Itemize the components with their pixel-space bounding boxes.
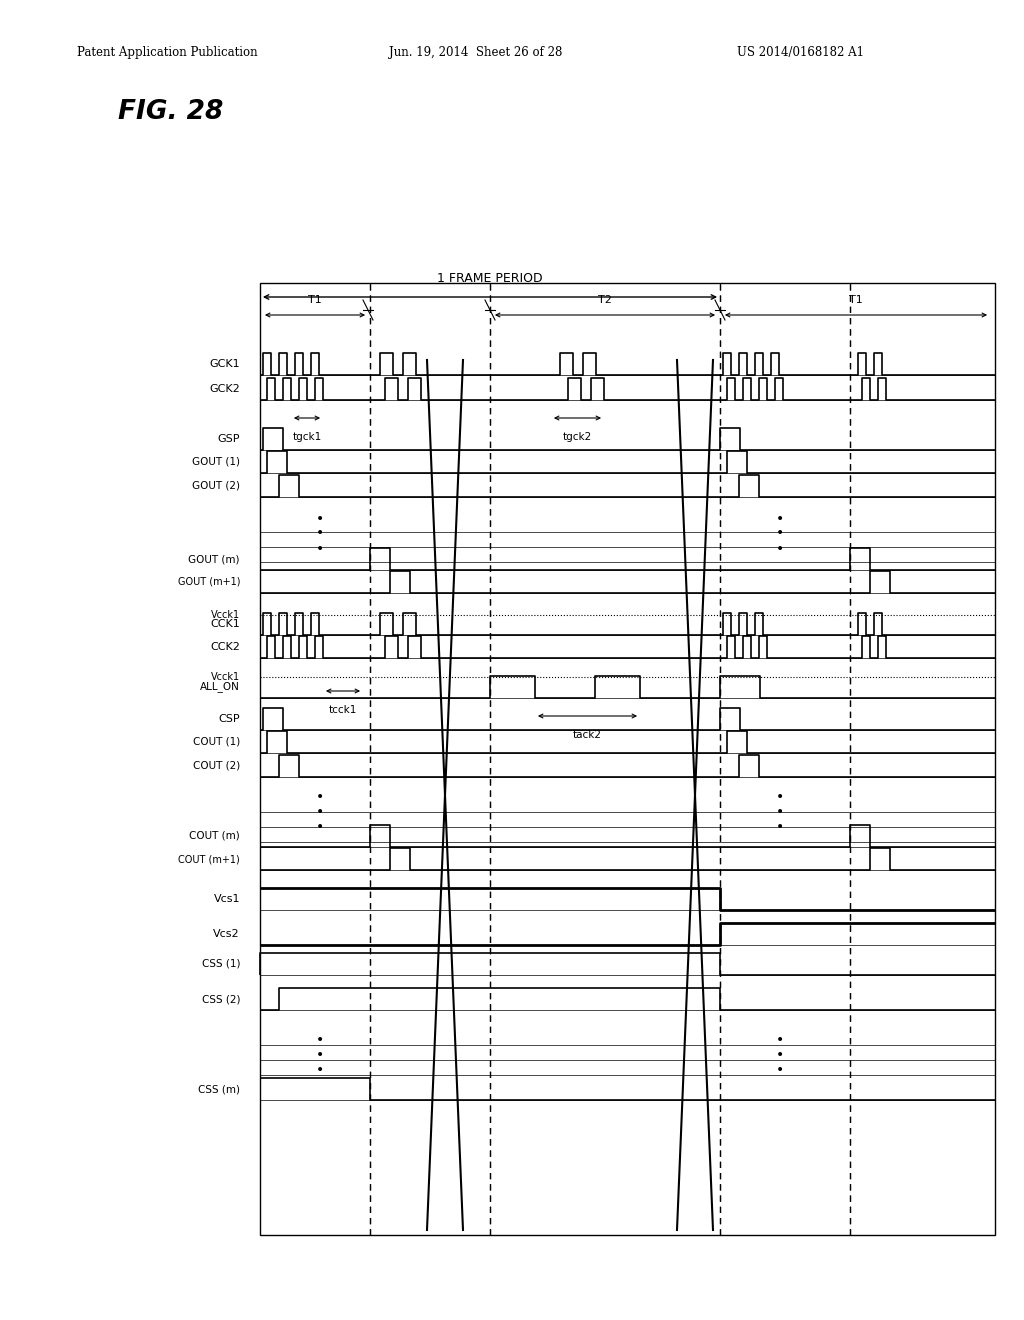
Text: 1 FRAME PERIOD: 1 FRAME PERIOD (437, 272, 543, 285)
Text: •: • (315, 511, 325, 525)
Text: •: • (315, 527, 325, 540)
Text: CSS (1): CSS (1) (202, 960, 240, 969)
Text: •: • (776, 789, 784, 804)
Text: Vcs2: Vcs2 (213, 929, 240, 939)
Text: T2: T2 (598, 294, 612, 305)
Bar (260, 282, 995, 1236)
Text: •: • (315, 1048, 325, 1063)
Text: tgck1: tgck1 (293, 432, 322, 442)
Text: Vcck1: Vcck1 (211, 610, 240, 620)
Text: Vcs1: Vcs1 (213, 894, 240, 904)
Text: •: • (315, 820, 325, 834)
Text: T1: T1 (849, 294, 863, 305)
Text: GCK1: GCK1 (209, 359, 240, 370)
Text: •: • (776, 805, 784, 818)
Text: CSP: CSP (218, 714, 240, 723)
Text: Patent Application Publication: Patent Application Publication (77, 46, 257, 59)
Text: GOUT (m): GOUT (m) (188, 554, 240, 564)
Text: •: • (315, 1034, 325, 1047)
Text: •: • (776, 511, 784, 525)
Text: •: • (315, 541, 325, 556)
Text: COUT (2): COUT (2) (193, 762, 240, 771)
Text: GCK2: GCK2 (209, 384, 240, 393)
Text: •: • (315, 789, 325, 804)
Text: FIG. 28: FIG. 28 (118, 99, 223, 125)
Text: COUT (1): COUT (1) (193, 737, 240, 747)
Text: tgck2: tgck2 (562, 432, 592, 442)
Text: CCK2: CCK2 (210, 642, 240, 652)
Text: Jun. 19, 2014  Sheet 26 of 28: Jun. 19, 2014 Sheet 26 of 28 (389, 46, 562, 59)
Text: COUT (m): COUT (m) (189, 832, 240, 841)
Text: GSP: GSP (217, 434, 240, 444)
Text: CSS (2): CSS (2) (202, 994, 240, 1005)
Text: ALL_ON: ALL_ON (200, 681, 240, 693)
Text: •: • (776, 541, 784, 556)
Text: T1: T1 (308, 294, 322, 305)
Text: GOUT (m+1): GOUT (m+1) (177, 577, 240, 587)
Text: •: • (776, 527, 784, 540)
Text: •: • (776, 820, 784, 834)
Text: •: • (315, 1063, 325, 1077)
Text: •: • (776, 1048, 784, 1063)
Text: US 2014/0168182 A1: US 2014/0168182 A1 (737, 46, 864, 59)
Text: Vcck1: Vcck1 (211, 672, 240, 682)
Text: •: • (315, 805, 325, 818)
Text: tack2: tack2 (572, 730, 601, 741)
Text: tcck1: tcck1 (329, 705, 357, 715)
Text: GOUT (1): GOUT (1) (193, 457, 240, 467)
Text: CSS (m): CSS (m) (198, 1084, 240, 1094)
Text: CCK1: CCK1 (210, 619, 240, 630)
Text: COUT (m+1): COUT (m+1) (178, 854, 240, 865)
Text: GOUT (2): GOUT (2) (193, 480, 240, 491)
Text: •: • (776, 1034, 784, 1047)
Text: •: • (776, 1063, 784, 1077)
